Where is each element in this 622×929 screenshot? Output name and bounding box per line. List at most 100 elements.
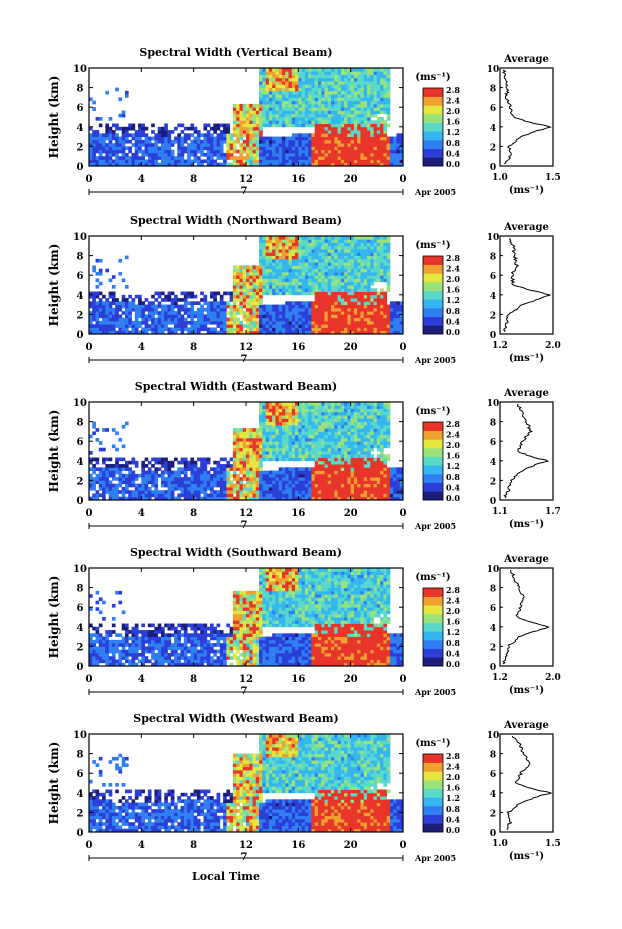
heatmap-cell (95, 307, 100, 312)
heatmap-cell (363, 255, 368, 260)
heatmap-cell (272, 314, 276, 319)
heatmap-cell (334, 152, 338, 157)
heatmap-cell (347, 126, 352, 131)
heatmap-cell (216, 123, 221, 128)
heatmap-cell (193, 480, 198, 485)
heatmap-cell (301, 77, 306, 82)
heatmap-cell (157, 324, 162, 328)
heatmap-cell (344, 271, 348, 276)
heatmap-cell (360, 162, 365, 167)
colorbar-unit: (ms⁻¹) (415, 240, 450, 251)
heatmap-cell (124, 483, 129, 488)
heatmap-cell (89, 460, 93, 465)
heatmap-cell (164, 130, 168, 134)
heatmap-cell (380, 278, 384, 283)
heatmap-cell (363, 294, 368, 299)
heatmap-cell (229, 457, 234, 462)
heatmap-cell (232, 437, 237, 442)
heatmap-cell (118, 139, 123, 144)
heatmap-cell (317, 441, 322, 445)
heatmap-cell (259, 239, 263, 243)
heatmap-cell (200, 291, 204, 296)
heatmap-cell (367, 107, 371, 111)
heatmap-cell (144, 152, 149, 157)
heatmap-cell (295, 330, 299, 335)
heatmap-cell (386, 71, 391, 75)
heatmap-cell (324, 159, 329, 164)
heatmap-cell (275, 249, 280, 253)
heatmap-cell (285, 320, 289, 325)
heatmap-cell (321, 317, 325, 322)
heatmap-cell (92, 152, 96, 157)
heatmap-cell (246, 431, 250, 436)
heatmap-cell (213, 327, 217, 332)
heatmap-cell (311, 408, 316, 413)
heatmap-cell (268, 74, 273, 79)
heatmap-cell (357, 258, 361, 263)
heatmap-cell (265, 100, 270, 105)
heatmap-cell (334, 130, 338, 134)
heatmap-cell (268, 451, 273, 455)
heatmap-cell (350, 324, 355, 328)
heatmap-cell (275, 415, 280, 419)
heatmap-cell (95, 285, 100, 289)
heatmap-cell (399, 139, 404, 144)
heatmap-cell (92, 493, 96, 498)
heatmap-cell (344, 107, 348, 111)
heatmap-cell (291, 431, 296, 436)
heatmap-cell (334, 324, 338, 328)
heatmap-cell (327, 94, 332, 98)
heatmap-cell (268, 68, 273, 72)
heatmap-cell (255, 143, 260, 147)
heatmap-cell (252, 156, 257, 160)
heatmap-cell (380, 262, 384, 266)
heatmap-cell (285, 143, 289, 147)
heatmap-cell (196, 330, 201, 335)
heatmap-cell (259, 271, 263, 276)
heatmap-cell (288, 107, 293, 111)
heatmap-cell (298, 107, 302, 111)
heatmap-cell (291, 311, 296, 315)
heatmap-cell (321, 100, 325, 105)
heatmap-cell (255, 320, 260, 325)
heatmap-cell (95, 490, 100, 494)
heatmap-cell (131, 136, 136, 141)
heatmap-cell (350, 281, 355, 286)
heatmap-cell (317, 278, 322, 283)
heatmap-cell (367, 271, 371, 276)
heatmap-cell (183, 477, 188, 481)
heatmap-cell (317, 252, 322, 256)
heatmap-cell (255, 330, 260, 335)
heatmap-cell (389, 317, 394, 322)
heatmap-cell (281, 103, 286, 108)
heatmap-cell (141, 139, 145, 144)
heatmap-cell (360, 324, 365, 328)
heatmap-cell (295, 428, 299, 432)
heatmap-cell (383, 311, 388, 315)
heatmap-cell (288, 480, 293, 485)
heatmap-cell (285, 467, 289, 471)
heatmap-cell (259, 149, 263, 154)
heatmap-cell (232, 444, 237, 449)
heatmap-cell (252, 271, 257, 276)
heatmap-cell (246, 480, 250, 485)
heatmap-cell (367, 123, 371, 128)
heatmap-cell (102, 159, 106, 164)
heatmap-cell (370, 294, 374, 299)
heatmap-cell (278, 97, 283, 102)
x-tick-label: 20 (344, 174, 358, 185)
heatmap-cell (380, 149, 384, 154)
heatmap-cell (304, 424, 309, 429)
heatmap-cell (350, 133, 355, 137)
heatmap-cell (399, 152, 404, 157)
heatmap-cell (281, 411, 286, 416)
heatmap-cell (232, 149, 237, 154)
heatmap-cell (180, 486, 185, 491)
heatmap-cell (239, 123, 244, 128)
heatmap-cell (295, 402, 299, 406)
heatmap-cell (203, 320, 208, 325)
heatmap-cell (147, 486, 152, 491)
heatmap-cell (317, 480, 322, 485)
colorbar-swatch (423, 157, 443, 167)
heatmap-cell (376, 100, 381, 105)
